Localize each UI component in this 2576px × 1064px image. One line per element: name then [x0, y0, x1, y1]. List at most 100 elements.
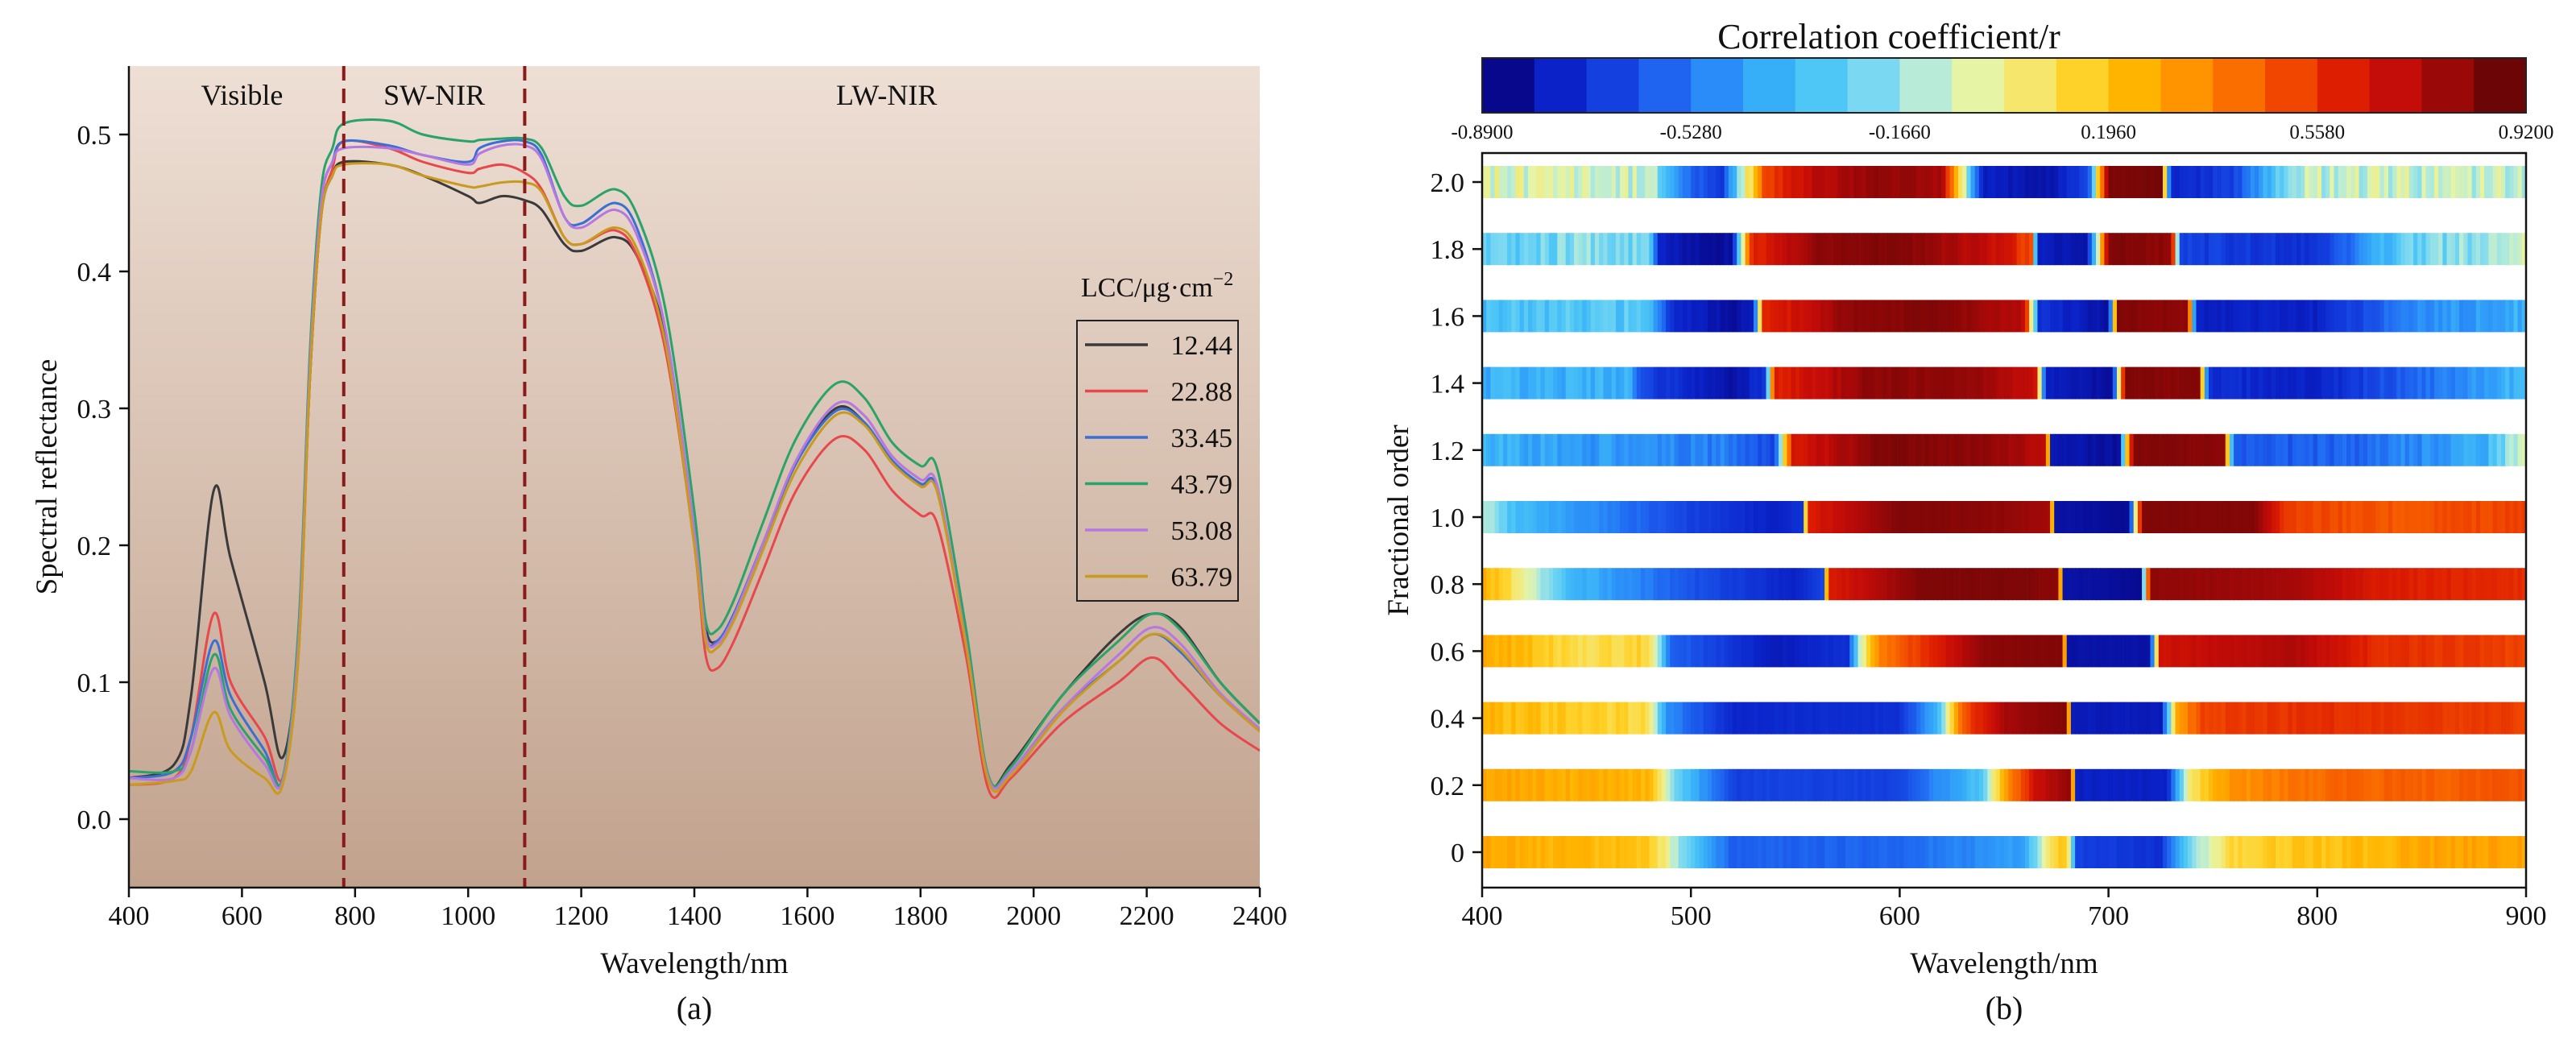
- heatmap-cell: [1523, 166, 1529, 198]
- heatmap-cell: [1812, 501, 1817, 533]
- heatmap-cell: [2467, 836, 2473, 868]
- heatmap-cell: [2330, 702, 2335, 735]
- heatmap-cell: [1978, 366, 1984, 400]
- heatmap-cell: [2383, 501, 2389, 533]
- heatmap-cell: [1544, 568, 1550, 601]
- heatmap-cell: [2008, 568, 2013, 601]
- heatmap-cell: [1974, 366, 1980, 400]
- heatmap-cell: [2200, 433, 2205, 466]
- heatmap-cell: [2125, 836, 2131, 868]
- heatmap-cell: [2221, 300, 2226, 333]
- heatmap-cell: [2363, 768, 2368, 801]
- heatmap-cell: [2050, 836, 2055, 868]
- heatmap-cell: [2317, 836, 2322, 868]
- heatmap-cell: [1615, 702, 1621, 735]
- heatmap-cell: [2396, 166, 2402, 198]
- heatmap-cell: [1482, 702, 1487, 735]
- heatmap-cell: [2500, 635, 2506, 668]
- heatmap-cell: [1953, 366, 1959, 400]
- heatmap-cell: [1548, 433, 1554, 466]
- heatmap-cell: [1519, 836, 1525, 868]
- heatmap-cell: [2012, 233, 2018, 266]
- heatmap-cell: [2091, 635, 2097, 668]
- heatmap-cell: [1911, 366, 1917, 400]
- heatmap-cell: [1857, 300, 1863, 333]
- heatmap-cell: [1903, 501, 1909, 533]
- heatmap-cell: [2267, 433, 2272, 466]
- heatmap-cell: [2096, 166, 2101, 198]
- heatmap-cell: [2367, 768, 2372, 801]
- heatmap-cell: [2325, 568, 2330, 601]
- heatmap-cell: [1553, 635, 1558, 668]
- heatmap-cell: [2217, 836, 2222, 868]
- heatmap-cell: [1582, 501, 1588, 533]
- heatmap-cell: [2196, 702, 2201, 735]
- heatmap-cell: [2425, 501, 2431, 533]
- heatmap-cell: [2367, 366, 2372, 400]
- heatmap-cell: [2330, 233, 2335, 266]
- heatmap-cell: [1674, 233, 1679, 266]
- heatmap-cell: [2091, 366, 2097, 400]
- heatmap-cell: [1745, 702, 1750, 735]
- heatmap-cell: [1728, 702, 1733, 735]
- heatmap-cell: [2066, 568, 2072, 601]
- heatmap-cell: [1833, 568, 1838, 601]
- colorbar-tick-label: -0.8900: [1451, 122, 1513, 143]
- heatmap-cell: [2275, 768, 2280, 801]
- heatmap-cell: [1557, 433, 1563, 466]
- heatmap-cell: [2041, 300, 2047, 333]
- heatmap-cell: [1544, 635, 1550, 668]
- heatmap-cell: [1949, 300, 1955, 333]
- heatmap-cell: [2108, 300, 2114, 333]
- heatmap-cell: [1674, 166, 1679, 198]
- heatmap-cell: [2137, 501, 2143, 533]
- heatmap-cell: [2200, 501, 2205, 533]
- heatmap-cell: [2280, 768, 2284, 801]
- heatmap-cell: [1553, 702, 1558, 735]
- heatmap-cell: [1749, 702, 1754, 735]
- heatmap-cell: [1962, 702, 1967, 735]
- heatmap-cell: [1937, 768, 1942, 801]
- heatmap-cell: [1920, 836, 1926, 868]
- panel-a-x-tick-label: 1400: [667, 901, 722, 931]
- heatmap-cell: [1523, 233, 1529, 266]
- heatmap-cell: [1661, 233, 1667, 266]
- heatmap-cell: [2016, 233, 2022, 266]
- heatmap-cell: [2188, 300, 2193, 333]
- heatmap-cell: [2413, 166, 2418, 198]
- heatmap-cell: [2388, 836, 2393, 868]
- heatmap-cell: [2296, 166, 2301, 198]
- heatmap-cell: [2475, 433, 2481, 466]
- heatmap-cell: [1482, 433, 1487, 466]
- heatmap-cell: [2104, 433, 2110, 466]
- heatmap-cell: [2167, 300, 2172, 333]
- heatmap-cell: [1849, 166, 1854, 198]
- heatmap-cell: [1828, 166, 1834, 198]
- heatmap-cell: [1624, 300, 1630, 333]
- heatmap-cell: [1712, 166, 1717, 198]
- heatmap-cell: [2209, 233, 2214, 266]
- heatmap-cell: [1953, 768, 1959, 801]
- heatmap-cell: [1636, 568, 1642, 601]
- heatmap-cell: [1507, 836, 1512, 868]
- heatmap-cell: [2280, 635, 2284, 668]
- heatmap-row-0.8: [1482, 568, 2527, 601]
- heatmap-cell: [2137, 768, 2143, 801]
- heatmap-cell: [1970, 233, 1976, 266]
- heatmap-cell: [1649, 433, 1655, 466]
- heatmap-cell: [2104, 233, 2110, 266]
- heatmap-cell: [1498, 233, 1504, 266]
- heatmap-cell: [1544, 233, 1550, 266]
- heatmap-cell: [1895, 836, 1900, 868]
- heatmap-cell: [1870, 300, 1875, 333]
- heatmap-cell: [1970, 768, 1976, 801]
- heatmap-cell: [1870, 568, 1875, 601]
- heatmap-cell: [1649, 702, 1655, 735]
- heatmap-cell: [1611, 233, 1617, 266]
- heatmap-cell: [2354, 366, 2360, 400]
- heatmap-cell: [1482, 568, 1487, 601]
- heatmap-cell: [2263, 433, 2268, 466]
- heatmap-cell: [1515, 433, 1521, 466]
- heatmap-cell: [1523, 300, 1529, 333]
- heatmap-cell: [1779, 568, 1783, 601]
